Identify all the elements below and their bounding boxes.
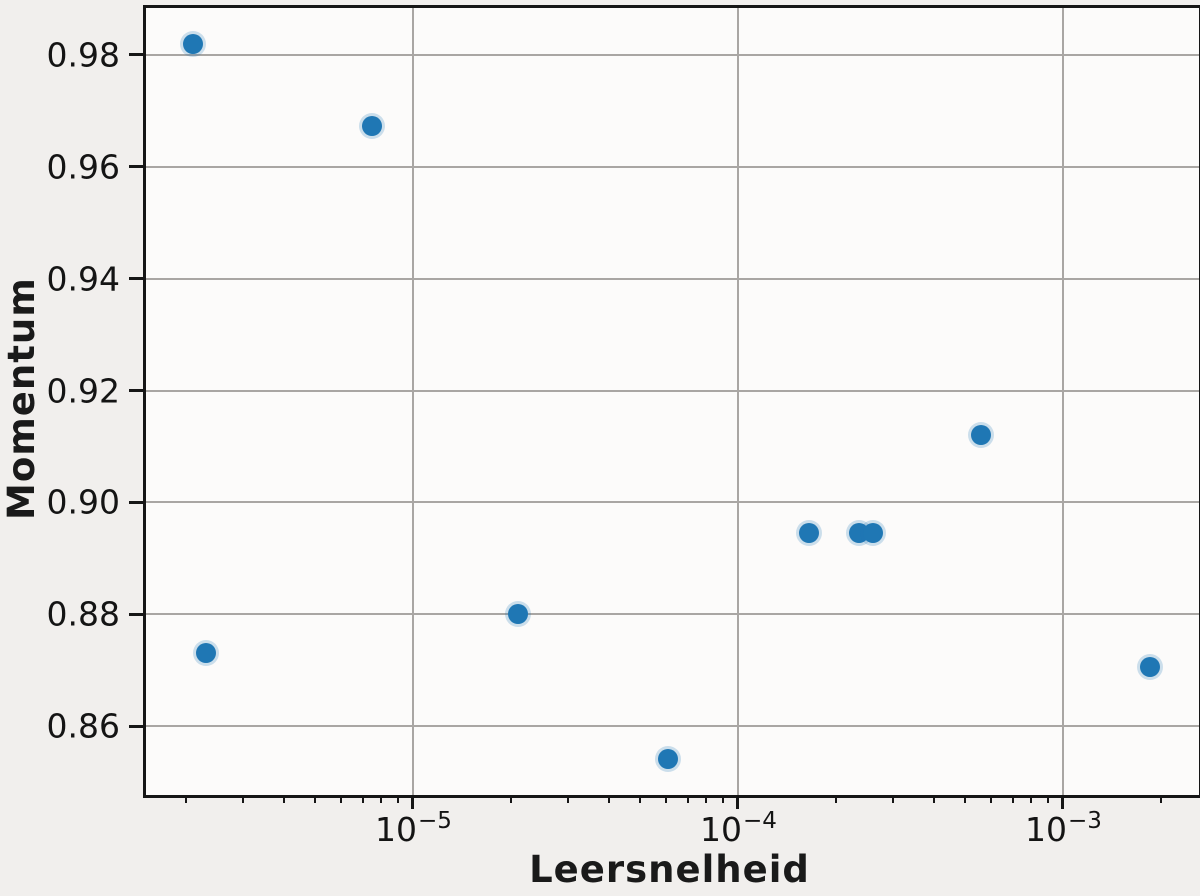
scatter-point [507,604,528,625]
x-axis-minor-tick [397,795,400,803]
x-axis-major-tick [1061,795,1065,809]
x-axis-minor-tick [964,795,967,803]
y-tick-label: 0.96 [46,147,120,187]
y-gridline [146,165,1199,168]
scatter-point [182,33,203,54]
x-axis-minor-tick [686,795,689,803]
x-axis-minor-tick [639,795,642,803]
x-axis-minor-tick [242,795,245,803]
y-gridline [146,277,1199,280]
y-tick-label: 0.90 [46,482,120,522]
y-axis-tick [129,277,143,281]
x-axis-minor-tick [722,795,725,803]
scatter-point [1139,657,1160,678]
y-axis-tick [129,500,143,504]
x-axis-minor-tick [282,795,285,803]
y-axis-tick [129,165,143,169]
x-tick-label: 10−4 [700,808,777,849]
x-axis-minor-tick [1030,795,1033,803]
y-gridline [146,389,1199,392]
scatter-point [971,425,992,446]
scatter-point [862,523,883,544]
x-gridline [1061,8,1064,795]
x-axis-minor-tick [892,795,895,803]
y-tick-label: 0.88 [46,594,120,634]
y-axis-tick [129,612,143,616]
x-axis-minor-tick [380,795,383,803]
x-axis-minor-tick [1047,795,1050,803]
x-axis-minor-tick [184,795,187,803]
y-gridline [146,53,1199,56]
x-axis-minor-tick [509,795,512,803]
x-gridline [411,8,414,795]
y-axis-label: Momentum [0,277,43,520]
y-tick-label: 0.86 [46,706,120,746]
x-tick-label: 10−3 [1025,808,1102,849]
y-tick-label: 0.92 [46,371,120,411]
plot-area: 0.98 0.96 0.94 0.92 0.90 0.88 0.86 10−5 10−4 10−3 [47,5,1200,846]
x-tick-label: 10−5 [375,808,452,849]
x-axis-label: Leersnelheid [529,848,810,891]
y-axis-tick [129,724,143,728]
y-gridline [146,725,1199,728]
x-axis-minor-tick [989,795,992,803]
y-tick-label: 0.98 [46,35,120,75]
x-axis-minor-tick [1011,795,1014,803]
y-gridline [146,613,1199,616]
scatter-point [798,523,819,544]
x-axis-major-tick [736,795,740,809]
x-axis-minor-tick [834,795,837,803]
x-axis-minor-tick [705,795,708,803]
x-axis-minor-tick [664,795,667,803]
scatter-point [362,116,383,137]
y-axis-tick [129,389,143,393]
x-axis-minor-tick [932,795,935,803]
x-axis-minor-tick [361,795,364,803]
x-gridline [736,8,739,795]
x-axis-minor-tick [314,795,317,803]
x-axis-minor-tick [567,795,570,803]
x-axis-major-tick [411,795,415,809]
y-gridline [146,501,1199,504]
x-axis-minor-tick [339,795,342,803]
y-tick-label: 0.94 [46,259,120,299]
plot-canvas: 0.98 0.96 0.94 0.92 0.90 0.88 0.86 10−5 10−4 10−3 [47,8,1199,846]
y-axis-tick [129,53,143,57]
x-axis-minor-tick [607,795,610,803]
scatter-point [658,748,679,769]
scatter-point [195,643,216,664]
x-axis-minor-tick [1159,795,1162,803]
